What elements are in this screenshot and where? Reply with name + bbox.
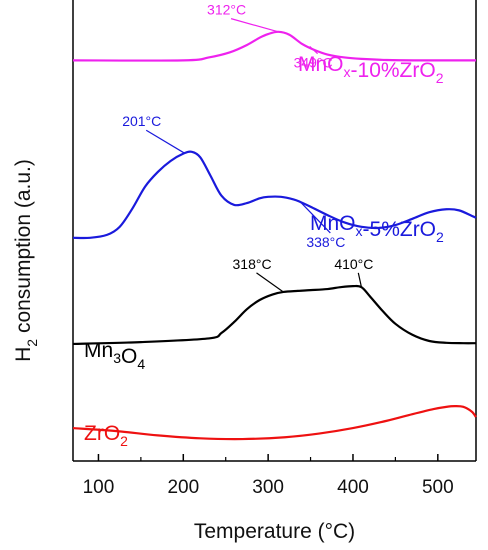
- series-line: [72, 30, 476, 62]
- series-line: [72, 150, 477, 240]
- annotation-label: 338°C: [306, 234, 345, 250]
- series-line: [72, 405, 477, 441]
- x-tick-label: 100: [83, 477, 115, 498]
- series-label-part: x: [356, 223, 363, 239]
- y-axis-title-main: H: [12, 347, 35, 362]
- annotation-leader: [230, 18, 279, 33]
- series-label-part: 2: [436, 229, 444, 245]
- x-axis-title: Temperature (°C): [194, 520, 355, 543]
- annotation-leader: [256, 272, 284, 293]
- series-label-part: 2: [436, 70, 444, 86]
- series-label-part: x: [344, 64, 351, 80]
- x-tick-label: 400: [337, 477, 369, 498]
- plot-frame: [72, 0, 477, 462]
- annotation-leader: [309, 46, 318, 55]
- series-label-part: 4: [137, 356, 145, 372]
- annotation-leader: [357, 272, 363, 288]
- annotation-layer: 312°C 349°C 201°C 338°C 318°C 410°C: [122, 2, 373, 293]
- series-label-part: Mn: [84, 339, 113, 362]
- series-label: MnOx-10%ZrO2: [298, 53, 444, 86]
- series-layer: [72, 30, 477, 441]
- y-axis-title: H2 consumption (a.u.): [12, 159, 40, 362]
- x-tick-label: 500: [422, 477, 454, 498]
- y-axis-title-rest: consumption (a.u.): [12, 159, 35, 339]
- series-label-part: ZrO: [84, 422, 120, 445]
- annotation-label: 318°C: [233, 256, 272, 272]
- series-label-part: 3: [113, 350, 121, 366]
- annotation-label: 410°C: [334, 256, 373, 272]
- x-tick-label: 300: [252, 477, 284, 498]
- x-tick-label: 200: [167, 477, 199, 498]
- series-label: MnOx-5%ZrO2: [310, 212, 444, 245]
- annotation-label: 201°C: [122, 113, 161, 129]
- series-label-part: 2: [120, 433, 128, 449]
- series-line: [72, 284, 477, 346]
- annotation-leader: [145, 129, 185, 154]
- series-label: Mn3O4: [84, 339, 145, 372]
- series-label-part: O: [121, 345, 137, 368]
- series-label-part: MnO: [298, 53, 344, 76]
- x-tick-layer: 100 200 300 400 500: [83, 454, 454, 498]
- y-axis-title-sub: 2: [24, 339, 40, 347]
- series-label-part: MnO: [310, 212, 356, 235]
- annotation-label: 312°C: [207, 2, 246, 18]
- series-label: ZrO2: [84, 422, 128, 449]
- series-label-part: -5%ZrO: [363, 218, 437, 241]
- annotation-leader: [299, 201, 331, 234]
- series-label-part: -10%ZrO: [351, 59, 436, 82]
- annotation-label: 349°C: [294, 55, 333, 71]
